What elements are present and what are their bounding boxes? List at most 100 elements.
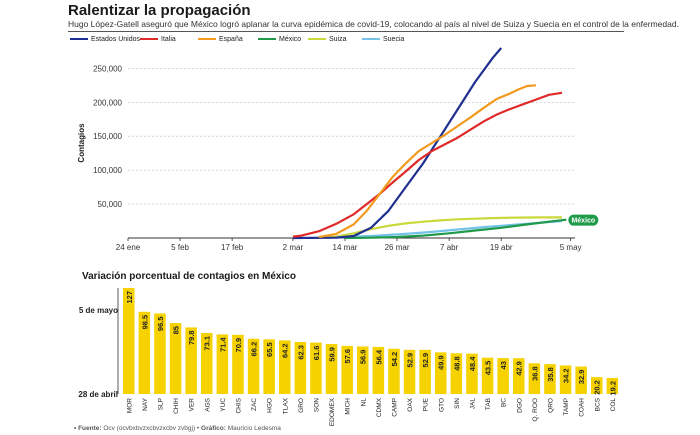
y-tick-label: 250,000 bbox=[93, 64, 122, 73]
legend-item: Suecia bbox=[362, 36, 404, 43]
bar-category-label: GTO bbox=[438, 398, 445, 412]
x-tick-label: 2 mar bbox=[283, 243, 304, 252]
bar bbox=[544, 364, 556, 394]
x-tick-label: 24 ene bbox=[116, 243, 141, 252]
bar bbox=[450, 353, 463, 394]
bar-value-label: 71.4 bbox=[218, 337, 227, 352]
bar-category-label: YUC bbox=[220, 398, 227, 412]
bar bbox=[123, 288, 135, 394]
bar bbox=[481, 357, 494, 394]
bar bbox=[435, 352, 447, 394]
bar-category-label: NAY bbox=[142, 397, 149, 411]
source-text: Ocv (ocvbxbvzxcbvzxcbv zvbgj) • bbox=[101, 425, 202, 432]
y-axis-label: Contagios bbox=[77, 123, 86, 163]
bar bbox=[310, 342, 322, 394]
bar bbox=[606, 377, 619, 394]
bar-value-label: 32.9 bbox=[577, 370, 586, 385]
bar bbox=[185, 327, 197, 394]
legend-divider bbox=[68, 31, 624, 32]
bar bbox=[279, 340, 291, 394]
bar-category-label: SON bbox=[313, 398, 320, 412]
bar-value-label: 52.9 bbox=[406, 353, 415, 368]
bar-axis-top-label: 5 de mayo bbox=[79, 306, 118, 315]
bar-category-label: AGS bbox=[204, 397, 211, 411]
bar-value-label: 56.9 bbox=[359, 350, 368, 365]
bar bbox=[513, 358, 525, 394]
x-tick-label: 26 mar bbox=[385, 243, 410, 252]
legend-item: Suiza bbox=[308, 36, 347, 43]
bar-category-label: CAMP bbox=[391, 398, 398, 417]
series-line bbox=[318, 216, 562, 239]
bar-category-label: VER bbox=[189, 398, 196, 412]
mexico-annotation-label: México bbox=[571, 218, 595, 225]
graphic-text: Mauricio Ledesma bbox=[225, 425, 281, 432]
bar-category-label: CHIS bbox=[235, 397, 242, 413]
legend-swatch bbox=[70, 38, 88, 41]
legend-swatch bbox=[362, 38, 380, 41]
legend-swatch bbox=[198, 38, 216, 41]
bar-value-label: 65.5 bbox=[265, 342, 274, 357]
x-tick-label: 7 abr bbox=[440, 243, 459, 252]
chart-subtitle: Hugo López-Gatell aseguró que México log… bbox=[68, 19, 679, 29]
bar-value-label: 73.1 bbox=[203, 336, 212, 351]
y-tick-label: 100,000 bbox=[93, 166, 122, 175]
bar-category-label: SIN bbox=[454, 398, 461, 409]
bar bbox=[388, 348, 400, 394]
legend-label: Italia bbox=[161, 36, 176, 43]
bar bbox=[591, 377, 603, 394]
bar-category-label: EDOMEX bbox=[329, 397, 336, 426]
bar-value-label: 19.2 bbox=[608, 381, 617, 396]
bar-value-label: 48.4 bbox=[468, 356, 477, 371]
bar-category-label: Q. ROO bbox=[532, 398, 539, 421]
bar-category-label: PUE bbox=[423, 397, 430, 411]
bar-value-label: 96.5 bbox=[156, 316, 165, 331]
bar-category-label: CDMX bbox=[376, 397, 383, 417]
legend-swatch bbox=[140, 38, 158, 41]
bar bbox=[372, 346, 385, 394]
x-tick-label: 5 may bbox=[560, 243, 582, 252]
bar-value-label: 59.9 bbox=[328, 347, 337, 362]
series-line bbox=[292, 47, 503, 240]
bar-category-label: CHIH bbox=[173, 398, 180, 414]
bar-category-label: MICH bbox=[345, 398, 352, 415]
bar-value-label: 43.5 bbox=[484, 361, 493, 376]
x-tick-label: 17 feb bbox=[221, 243, 244, 252]
bar-category-label: TAMP bbox=[563, 398, 570, 416]
bar-category-label: MOR bbox=[126, 398, 133, 413]
bar bbox=[263, 339, 275, 394]
series-line bbox=[344, 218, 567, 240]
bar-category-label: TAB bbox=[485, 398, 492, 410]
source-label: • Fuente: bbox=[74, 425, 102, 432]
bar-category-label: QRO bbox=[547, 398, 554, 413]
bar bbox=[466, 353, 478, 394]
bar bbox=[403, 349, 416, 394]
series-line bbox=[318, 84, 536, 239]
bar-value-label: 98.5 bbox=[140, 315, 149, 330]
bar-category-label: BC bbox=[501, 398, 508, 407]
bar bbox=[201, 332, 213, 394]
bar-value-label: 49.9 bbox=[437, 355, 446, 370]
bar-value-label: 64.2 bbox=[281, 343, 290, 358]
bar bbox=[169, 323, 182, 394]
bar-category-label: OAX bbox=[407, 397, 414, 411]
x-tick-label: 5 feb bbox=[171, 243, 189, 252]
mexico-annotation-badge bbox=[568, 214, 599, 226]
bar-category-label: DGO bbox=[516, 398, 523, 413]
bar-category-label: ZAC bbox=[251, 398, 258, 411]
chart-title: Ralentizar la propagación bbox=[68, 2, 251, 19]
legend-swatch bbox=[308, 38, 326, 41]
bar bbox=[247, 338, 260, 394]
bar-value-label: 56.4 bbox=[374, 349, 383, 364]
bar-category-label: COAH bbox=[579, 398, 586, 417]
y-tick-label: 200,000 bbox=[93, 98, 122, 107]
bar-value-label: 43 bbox=[499, 361, 508, 369]
bar-value-label: 61.6 bbox=[312, 346, 321, 361]
bar bbox=[419, 349, 431, 394]
bar-value-label: 42.9 bbox=[515, 361, 524, 376]
bar-category-label: GRO bbox=[298, 398, 305, 413]
bar bbox=[325, 344, 338, 394]
source-credit: • Fuente: Ocv (ocvbxbvzxcbvzxcbv zvbgj) … bbox=[74, 425, 281, 432]
series-line bbox=[292, 91, 563, 238]
bar-category-label: JAL bbox=[469, 398, 476, 410]
